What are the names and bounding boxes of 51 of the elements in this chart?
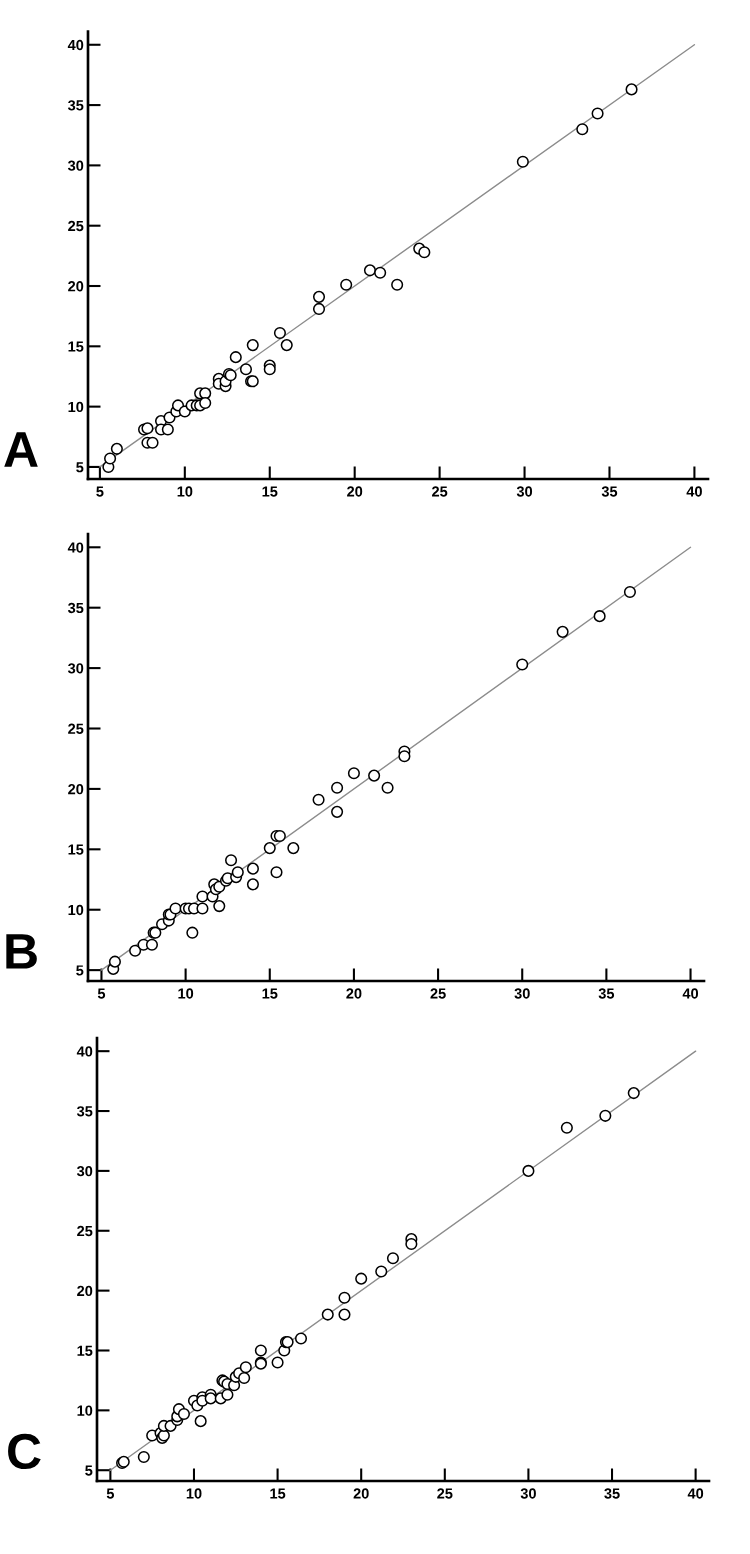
x-tick-label: 10	[178, 988, 194, 999]
y-tick-label: 30	[67, 663, 84, 674]
x-tick-label: 10	[177, 486, 193, 497]
y-tick-label: 35	[76, 1106, 93, 1117]
y-tick-label: 40	[67, 542, 84, 553]
y-tick-label: 25	[68, 220, 84, 232]
y-tick-label: 30	[67, 160, 84, 171]
x-tick-label: 20	[347, 486, 363, 497]
y-tick-label: 10	[77, 1405, 93, 1416]
text: A	[4, 432, 38, 467]
x-tick-label: 40	[682, 988, 699, 999]
x-tick-label: 40	[686, 486, 702, 497]
y-tick-label: 15	[68, 844, 84, 855]
x-tick-label: 15	[262, 486, 278, 497]
y-tick-label: 15	[77, 1345, 93, 1356]
x-tick-label: 35	[601, 486, 618, 497]
x-tick-label: 30	[514, 988, 530, 999]
y-tick-label: 25	[77, 1225, 93, 1237]
x-tick-label: 30	[516, 486, 533, 497]
y-tick-label: 30	[76, 1166, 93, 1177]
y-tick-label: 15	[68, 341, 84, 352]
x-tick-label: 25	[430, 988, 446, 999]
y-tick-label: 35	[67, 100, 84, 111]
x-tick-label: 40	[687, 1488, 704, 1499]
y-tick-label: 5	[85, 1465, 93, 1476]
y-tick-label: 20	[68, 281, 84, 292]
x-tick-label: 5	[97, 988, 106, 999]
y-tick-label: 25	[68, 723, 84, 734]
x-tick-label: 10	[186, 1488, 202, 1499]
x-tick-label: 35	[598, 988, 615, 999]
y-tick-label: 20	[68, 784, 84, 795]
y-tick-label: 5	[76, 462, 84, 473]
y-tick-label: 35	[67, 602, 84, 614]
y-tick-label: 40	[76, 1046, 93, 1057]
x-tick-label: 5	[106, 1488, 115, 1499]
x-tick-label: 25	[437, 1488, 453, 1499]
text: C	[8, 1433, 41, 1470]
text: B	[6, 934, 37, 969]
y-tick-label: 10	[68, 904, 84, 916]
x-tick-label: 30	[520, 1488, 536, 1499]
x-tick-label: 20	[353, 1488, 369, 1499]
y-tick-label: 10	[68, 401, 84, 413]
y-tick-label: 40	[67, 39, 84, 51]
y-tick-label: 5	[76, 965, 84, 976]
x-tick-label: 5	[96, 486, 104, 497]
x-tick-label: 15	[262, 988, 278, 999]
x-tick-label: 20	[346, 988, 362, 999]
x-tick-label: 15	[270, 1488, 286, 1499]
y-tick-label: 20	[77, 1285, 93, 1297]
x-tick-label: 25	[432, 486, 448, 497]
x-tick-label: 35	[604, 1488, 620, 1499]
